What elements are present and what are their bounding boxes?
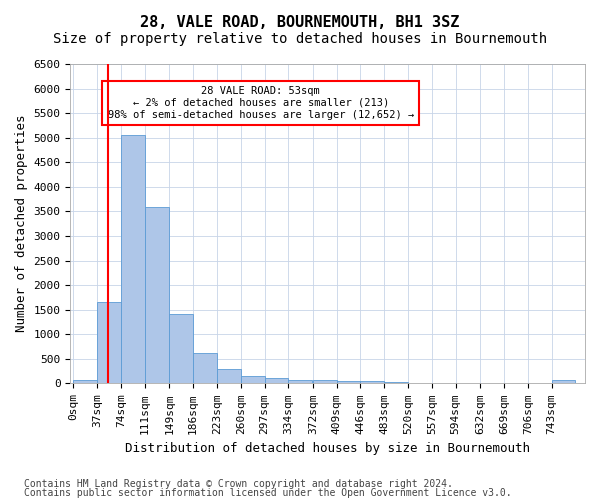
- Text: Contains public sector information licensed under the Open Government Licence v3: Contains public sector information licen…: [24, 488, 512, 498]
- Bar: [313, 380, 337, 384]
- Bar: [193, 353, 217, 384]
- Bar: [408, 382, 432, 384]
- Text: Size of property relative to detached houses in Bournemouth: Size of property relative to detached ho…: [53, 32, 547, 46]
- Bar: [241, 376, 265, 384]
- Bar: [169, 314, 193, 384]
- Bar: [384, 382, 408, 384]
- Bar: [73, 380, 97, 384]
- Bar: [217, 369, 241, 384]
- Bar: [97, 302, 121, 384]
- Bar: [145, 206, 169, 384]
- X-axis label: Distribution of detached houses by size in Bournemouth: Distribution of detached houses by size …: [125, 442, 530, 455]
- Text: 28 VALE ROAD: 53sqm
← 2% of detached houses are smaller (213)
98% of semi-detach: 28 VALE ROAD: 53sqm ← 2% of detached hou…: [107, 86, 414, 120]
- Bar: [551, 380, 575, 384]
- Bar: [361, 381, 384, 384]
- Text: Contains HM Land Registry data © Crown copyright and database right 2024.: Contains HM Land Registry data © Crown c…: [24, 479, 453, 489]
- Bar: [121, 135, 145, 384]
- Text: 28, VALE ROAD, BOURNEMOUTH, BH1 3SZ: 28, VALE ROAD, BOURNEMOUTH, BH1 3SZ: [140, 15, 460, 30]
- Bar: [265, 378, 289, 384]
- Bar: [289, 380, 312, 384]
- Y-axis label: Number of detached properties: Number of detached properties: [15, 115, 28, 332]
- Bar: [337, 380, 361, 384]
